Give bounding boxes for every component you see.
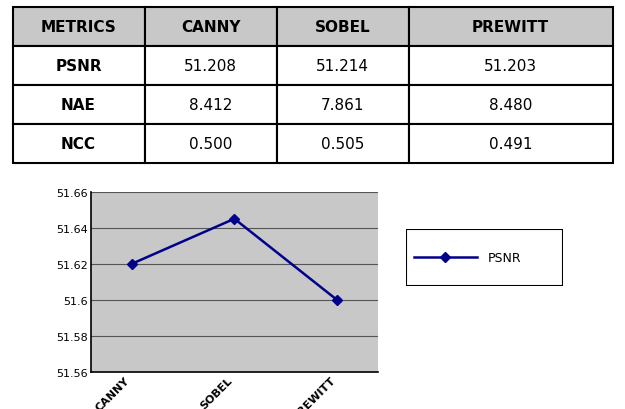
- Text: SOBEL: SOBEL: [315, 20, 370, 35]
- Bar: [12, 125, 144, 164]
- Text: 0.500: 0.500: [189, 137, 232, 152]
- Text: 8.480: 8.480: [489, 98, 532, 113]
- Text: 51.203: 51.203: [484, 59, 537, 74]
- Text: 51.208: 51.208: [184, 59, 237, 74]
- Bar: [276, 47, 409, 86]
- Text: 8.412: 8.412: [189, 98, 232, 113]
- Text: 0.505: 0.505: [321, 137, 364, 152]
- Bar: [144, 125, 276, 164]
- Bar: [276, 86, 409, 125]
- Bar: [12, 86, 144, 125]
- Text: 7.861: 7.861: [321, 98, 364, 113]
- Text: METRICS: METRICS: [41, 20, 116, 35]
- Text: PSNR: PSNR: [55, 59, 102, 74]
- Text: CANNY: CANNY: [181, 20, 240, 35]
- Bar: [409, 86, 612, 125]
- Bar: [12, 8, 144, 47]
- Bar: [409, 47, 612, 86]
- Text: 51.214: 51.214: [316, 59, 369, 74]
- Bar: [276, 125, 409, 164]
- Bar: [12, 47, 144, 86]
- Text: PREWITT: PREWITT: [472, 20, 549, 35]
- Text: 0.491: 0.491: [489, 137, 532, 152]
- Bar: [409, 125, 612, 164]
- Bar: [409, 8, 612, 47]
- Text: NCC: NCC: [61, 137, 96, 152]
- Text: NAE: NAE: [61, 98, 96, 113]
- Bar: [144, 8, 276, 47]
- Text: PSNR: PSNR: [488, 251, 521, 264]
- Bar: [276, 8, 409, 47]
- Bar: [144, 47, 276, 86]
- Bar: [144, 86, 276, 125]
